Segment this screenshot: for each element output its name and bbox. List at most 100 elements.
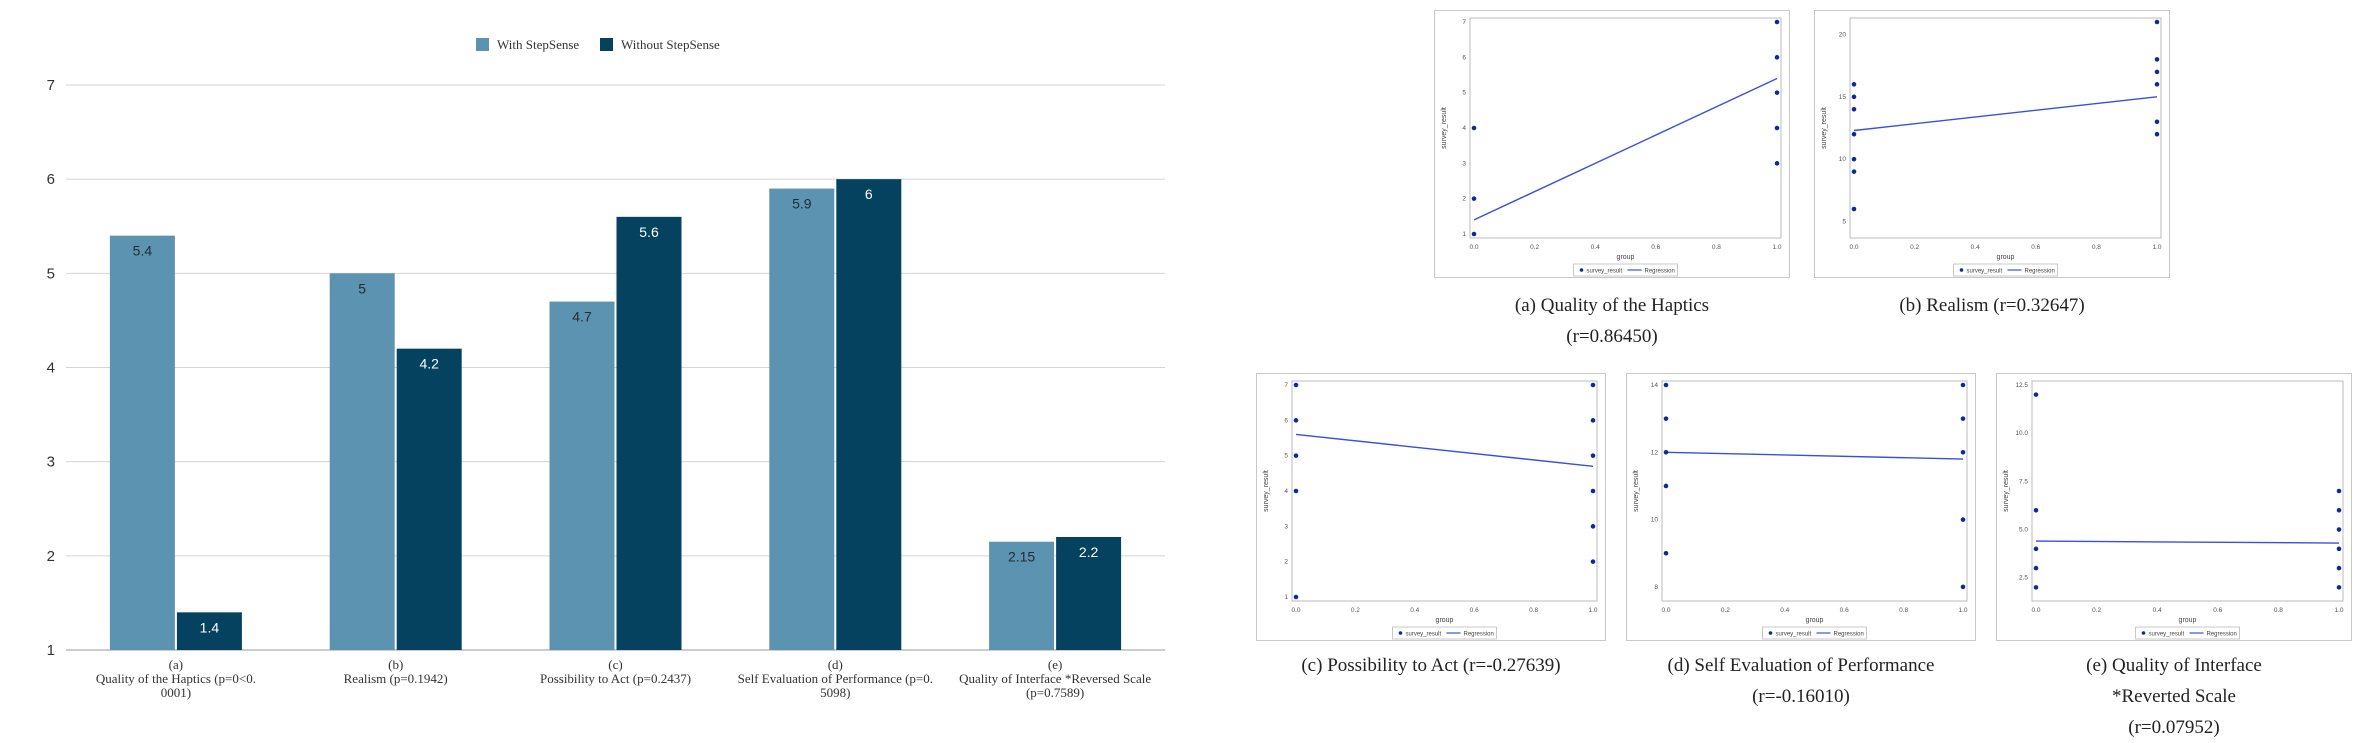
x-tick-label: 0.4 xyxy=(1971,244,1980,251)
data-point xyxy=(1590,559,1596,564)
x-axis-label: group xyxy=(2179,617,2197,624)
data-point xyxy=(1851,206,1857,212)
bar xyxy=(769,188,835,651)
y-tick-label: 1 xyxy=(1462,231,1466,238)
plot-frame xyxy=(1256,373,1606,641)
data-point xyxy=(1960,517,1966,522)
x-tick-label: 1.0 xyxy=(1958,607,1967,614)
legend-label: survey_result xyxy=(2149,632,2185,638)
legend-swatch xyxy=(476,38,489,51)
data-point xyxy=(1293,594,1299,600)
x-axis-label: group xyxy=(1997,254,2015,261)
bar xyxy=(329,273,395,650)
x-category-label: Possibility to Act (p=0.2437) xyxy=(540,671,691,686)
data-point xyxy=(1851,156,1857,162)
y-tick-label: 2 xyxy=(47,548,55,565)
y-tick-label: 2.5 xyxy=(2019,575,2028,582)
data-point xyxy=(1774,125,1780,131)
scatter-plot-possibility-to-act: 0.0 0.2 0.4 0.6 0.8 1.0 1 2 3 4 5 6 7 group survey_res… xyxy=(1256,373,1606,641)
y-tick-label: 10 xyxy=(1839,156,1847,163)
x-tick-label: 0.4 xyxy=(2153,607,2162,614)
y-tick-label: 1 xyxy=(47,642,55,659)
data-point xyxy=(2154,57,2160,62)
data-point xyxy=(1960,584,1966,590)
data-point xyxy=(1774,55,1780,60)
y-tick-label: 6 xyxy=(47,171,55,188)
x-category-label: (d) xyxy=(828,657,843,672)
data-point xyxy=(1774,161,1780,166)
x-axis-label: group xyxy=(1806,617,1824,624)
y-tick-label: 15 xyxy=(1839,94,1847,101)
scatter-plot-realism: 0.0 0.2 0.4 0.6 0.8 1.0 5 10 15 20 group survey_res… xyxy=(1814,10,2170,278)
x-tick-label: 0.6 xyxy=(2213,607,2222,614)
bar xyxy=(616,216,682,651)
bar xyxy=(176,612,242,650)
x-category-label: Quality of Interface *Reversed Scale xyxy=(959,671,1151,686)
data-point xyxy=(1851,131,1857,137)
x-tick-label: 0.6 xyxy=(2031,244,2040,251)
legend-box xyxy=(1392,626,1497,640)
caption-realism: (b) Realism (r=0.32647) xyxy=(1812,290,2172,321)
legend-label: survey_result xyxy=(1776,632,1812,638)
data-point xyxy=(1960,416,1966,421)
data-point xyxy=(1471,125,1477,131)
caption-line: (r=0.86450) xyxy=(1566,326,1658,347)
data-point xyxy=(1293,488,1299,494)
regression-line xyxy=(1295,433,1594,467)
y-tick-label: 2 xyxy=(1284,559,1288,566)
bar xyxy=(396,348,462,650)
caption-line: (a) Quality of the Haptics xyxy=(1514,295,1710,316)
bar-value-label: 5.6 xyxy=(639,224,659,240)
y-tick-label: 20 xyxy=(1839,31,1847,38)
x-category-label: (e) xyxy=(1048,657,1062,672)
legend-box xyxy=(1573,263,1678,277)
data-point xyxy=(1590,418,1596,423)
x-tick-label: 0.2 xyxy=(1530,244,1539,251)
caption-quality-of-haptics: (a) Quality of the Haptics (r=0.86450) xyxy=(1432,290,1792,352)
plot-area xyxy=(1291,380,1598,602)
data-point xyxy=(1960,382,1966,388)
legend-marker xyxy=(1398,631,1403,635)
x-tick-label: 0.8 xyxy=(1899,607,1908,614)
y-axis-label: survey_result xyxy=(2003,470,2010,512)
y-tick-label: 4 xyxy=(47,360,55,377)
legend-label: Regression xyxy=(1645,269,1675,275)
legend-label: Regression xyxy=(1834,632,1864,638)
legend-label: Regression xyxy=(2207,632,2237,638)
data-point xyxy=(2154,19,2160,25)
x-tick-label: 0.0 xyxy=(1291,607,1300,614)
plot-area xyxy=(1849,17,2162,239)
data-point xyxy=(1590,382,1596,388)
x-axis-label: group xyxy=(1617,254,1635,261)
y-axis-label: survey_result xyxy=(1441,107,1448,149)
x-tick-label: 0.6 xyxy=(1651,244,1660,251)
x-tick-label: 0.8 xyxy=(2274,607,2283,614)
main-bar-chart: 1 2 3 4 5 6 7 With StepSense Without StepSense 5.… xyxy=(47,37,1165,700)
data-point xyxy=(2033,585,2039,590)
data-point xyxy=(1293,453,1299,458)
y-tick-label: 12.5 xyxy=(2015,382,2028,389)
x-tick-label: 0.8 xyxy=(2092,244,2101,251)
x-category-label: Realism (p=0.1942) xyxy=(344,671,448,686)
x-category-label: (c) xyxy=(608,657,622,672)
legend-marker xyxy=(1959,268,1964,272)
regression-line xyxy=(2035,540,2340,544)
data-point xyxy=(1851,106,1857,112)
y-tick-label: 5.0 xyxy=(2019,527,2028,534)
data-point xyxy=(2336,488,2342,494)
plot-frame xyxy=(1996,373,2352,641)
y-tick-label: 10.0 xyxy=(2015,430,2028,437)
plot-area xyxy=(1469,17,1782,239)
caption-line: (b) Realism (r=0.32647) xyxy=(1899,295,2085,316)
x-tick-label: 1.0 xyxy=(2334,607,2343,614)
y-tick-label: 7.5 xyxy=(2019,478,2028,485)
scatter-plot-quality-of-haptics: 0.0 0.2 0.4 0.6 0.8 1.0 1 2 3 4 5 6 7 group survey_res… xyxy=(1434,10,1790,278)
data-point xyxy=(1590,453,1596,458)
legend-label: Regression xyxy=(2025,269,2055,275)
bar-value-label: 6 xyxy=(865,186,873,202)
data-point xyxy=(2336,565,2342,571)
data-point xyxy=(1471,196,1477,201)
scatter-plot-self-evaluation: 0.0 0.2 0.4 0.6 0.8 1.0 8 10 12 14 group survey_res… xyxy=(1626,373,1976,641)
bar-value-label: 2.15 xyxy=(1008,549,1035,565)
caption-self-evaluation: (d) Self Evaluation of Performance (r=-0.… xyxy=(1620,650,1982,712)
